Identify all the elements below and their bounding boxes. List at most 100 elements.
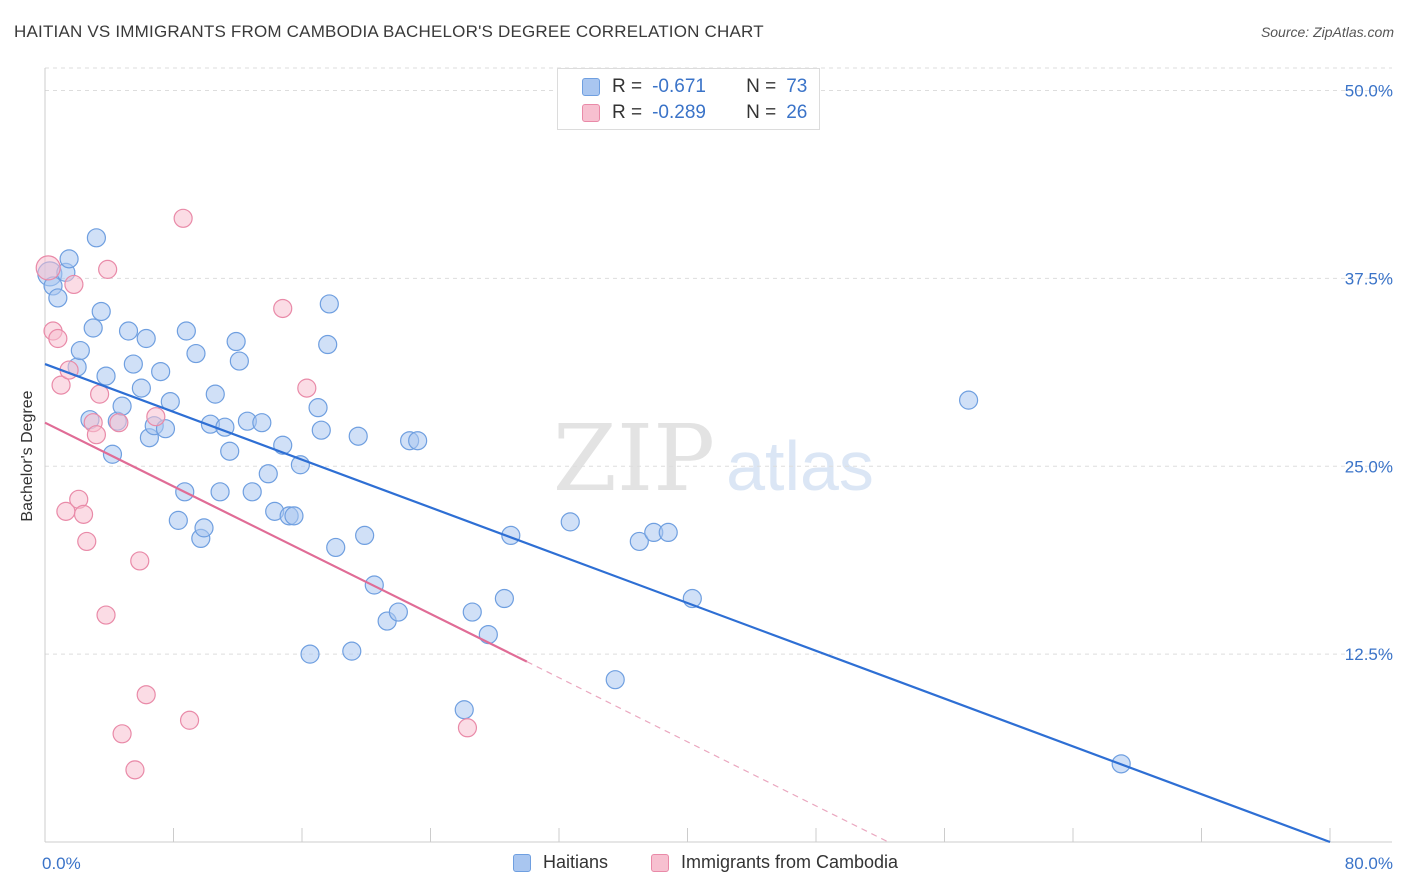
legend-swatch-haitians — [513, 853, 531, 872]
data-point-haitians — [123, 354, 143, 374]
data-point-haitians — [229, 351, 249, 371]
data-point-haitians — [258, 464, 278, 484]
trendline-cambodia-extension — [526, 661, 889, 843]
data-point-cambodia — [457, 718, 478, 738]
data-point-cambodia — [64, 274, 84, 295]
x-tick-label-min: 0.0% — [42, 854, 81, 873]
data-point-cambodia — [179, 710, 200, 730]
data-point-haitians — [326, 537, 346, 558]
n-label: N = — [746, 102, 777, 123]
data-point-cambodia — [35, 255, 61, 281]
legend-swatch-cambodia — [651, 853, 669, 872]
data-point-haitians — [958, 390, 979, 410]
data-point-haitians — [96, 366, 116, 386]
legend-swatch-cambodia — [582, 104, 600, 122]
data-point-haitians — [48, 288, 68, 308]
data-point-haitians — [151, 361, 171, 382]
data-point-haitians — [112, 396, 132, 416]
data-point-haitians — [59, 249, 79, 269]
data-point-cambodia — [112, 724, 132, 744]
data-point-haitians — [342, 641, 362, 661]
n-label: N = — [746, 76, 777, 97]
data-point-haitians — [355, 525, 375, 546]
data-point-haitians — [252, 413, 272, 433]
r-value: -0.671 — [652, 76, 706, 97]
legend-stats: R = -0.671 N = 73 R = -0.289 N = 26 — [557, 68, 820, 130]
data-point-haitians — [86, 228, 107, 248]
data-point-haitians — [91, 301, 111, 322]
chart-title: HAITIAN VS IMMIGRANTS FROM CAMBODIA BACH… — [14, 22, 764, 41]
r-value: -0.289 — [652, 102, 706, 123]
r-label: R = — [612, 76, 643, 97]
data-point-cambodia — [173, 208, 193, 228]
data-point-cambodia — [73, 504, 94, 524]
data-point-cambodia — [77, 531, 97, 552]
trendline-cambodia — [44, 421, 528, 663]
legend-item-cambodia[interactable]: Immigrants from Cambodia — [651, 852, 898, 873]
data-point-haitians — [311, 420, 331, 440]
data-point-haitians — [220, 441, 240, 461]
data-point-haitians — [168, 510, 188, 530]
legend-stats-row-haitians: R = -0.671 N = 73 — [582, 75, 807, 99]
data-point-cambodia — [109, 413, 129, 433]
data-point-cambodia — [273, 298, 293, 319]
data-point-haitians — [629, 531, 649, 552]
data-point-cambodia — [130, 551, 150, 571]
y-tick-label: 50.0% — [1345, 82, 1393, 101]
data-point-cambodia — [51, 375, 71, 395]
data-point-haitians — [658, 522, 678, 543]
data-point-haitians — [462, 602, 482, 622]
y-tick-label: 12.5% — [1345, 645, 1393, 664]
data-point-haitians — [408, 431, 428, 451]
data-point-haitians — [318, 334, 338, 355]
data-point-haitians — [131, 378, 151, 398]
data-point-haitians — [186, 343, 206, 364]
legend-label-cambodia: Immigrants from Cambodia — [681, 852, 899, 872]
source-label: Source: ZipAtlas.com — [1260, 24, 1394, 40]
data-point-haitians — [210, 482, 230, 502]
data-point-haitians — [454, 700, 474, 720]
data-point-haitians — [118, 321, 139, 341]
data-point-haitians — [300, 644, 320, 664]
y-tick-label: 25.0% — [1345, 457, 1393, 476]
data-point-haitians — [136, 328, 156, 349]
data-point-haitians — [308, 398, 328, 418]
legend-item-haitians[interactable]: Haitians — [513, 852, 608, 873]
data-point-haitians — [194, 518, 214, 538]
data-point-haitians — [605, 670, 625, 690]
data-point-haitians — [560, 512, 580, 532]
data-point-haitians — [348, 426, 368, 446]
data-point-haitians — [102, 444, 123, 464]
data-point-haitians — [205, 384, 225, 404]
data-point-cambodia — [86, 425, 107, 445]
data-point-cambodia — [125, 760, 145, 780]
data-point-haitians — [242, 482, 262, 502]
y-tick-label: 37.5% — [1345, 269, 1393, 288]
data-point-haitians — [494, 588, 514, 609]
data-point-haitians — [284, 506, 304, 526]
data-point-haitians — [226, 331, 246, 352]
r-label: R = — [612, 102, 643, 123]
data-point-haitians — [83, 318, 103, 338]
data-point-cambodia — [297, 378, 317, 398]
x-tick-label-max: 80.0% — [1345, 854, 1393, 873]
data-point-cambodia — [96, 605, 116, 625]
data-point-cambodia — [98, 259, 118, 279]
trendline-haitians — [44, 363, 1331, 844]
data-point-cambodia — [146, 407, 166, 427]
watermark-zip: ZIP — [553, 405, 715, 512]
n-value: 73 — [786, 76, 808, 97]
legend-label-haitians: Haitians — [543, 852, 609, 872]
data-point-haitians — [388, 602, 408, 622]
n-value: 26 — [786, 102, 808, 123]
data-point-haitians — [70, 340, 90, 361]
data-point-haitians — [319, 294, 339, 314]
legend-swatch-haitians — [582, 78, 600, 96]
legend-series: Haitians Immigrants from Cambodia — [0, 852, 1406, 876]
data-point-haitians — [478, 624, 498, 645]
legend-stats-row-cambodia: R = -0.289 N = 26 — [582, 101, 807, 125]
data-point-cambodia — [136, 685, 156, 705]
data-point-haitians — [176, 321, 196, 341]
data-point-cambodia — [48, 328, 68, 349]
